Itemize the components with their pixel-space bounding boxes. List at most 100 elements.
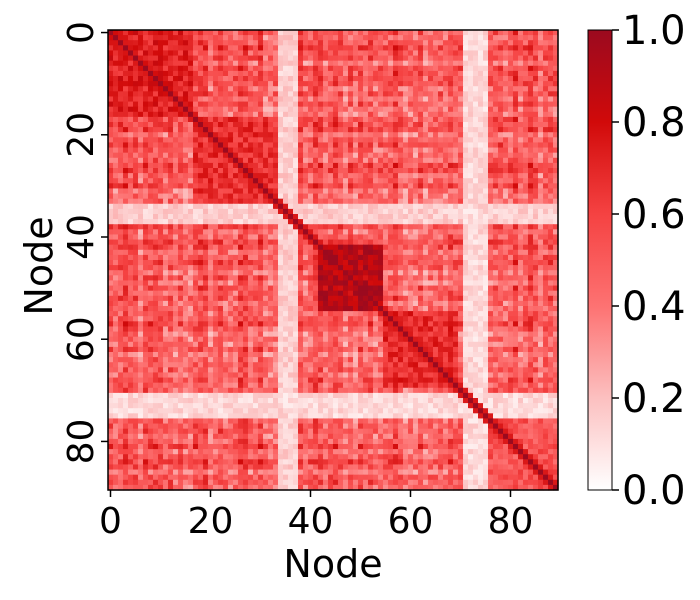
heatmap-cell bbox=[543, 35, 549, 41]
heatmap-cell bbox=[248, 40, 254, 46]
heatmap-cell bbox=[463, 244, 469, 251]
heatmap-cell bbox=[538, 224, 544, 230]
heatmap-cell bbox=[403, 91, 409, 98]
heatmap-cell bbox=[368, 65, 374, 72]
heatmap-cell bbox=[288, 280, 294, 287]
heatmap-cell bbox=[323, 188, 329, 195]
heatmap-cell bbox=[293, 168, 299, 174]
heatmap-cell bbox=[298, 168, 304, 174]
heatmap-cell bbox=[498, 35, 504, 41]
heatmap-cell bbox=[548, 162, 554, 169]
heatmap-cell bbox=[368, 265, 374, 271]
heatmap-cell bbox=[403, 219, 409, 225]
heatmap-cell bbox=[423, 45, 429, 52]
heatmap-cell bbox=[258, 111, 264, 118]
heatmap-cell bbox=[538, 65, 544, 72]
heatmap-cell bbox=[283, 147, 289, 154]
heatmap-cell bbox=[538, 106, 544, 113]
heatmap-cell bbox=[383, 193, 389, 200]
heatmap-cell bbox=[333, 106, 339, 113]
heatmap-cell bbox=[468, 270, 474, 276]
heatmap-cell bbox=[318, 116, 324, 123]
heatmap-cell bbox=[123, 147, 129, 154]
heatmap-cell bbox=[388, 239, 394, 246]
heatmap-cell bbox=[428, 178, 434, 184]
heatmap-cell bbox=[348, 193, 354, 200]
heatmap-cell bbox=[263, 244, 269, 251]
heatmap-cell bbox=[488, 193, 494, 200]
heatmap-cell bbox=[108, 65, 114, 72]
heatmap-cell bbox=[433, 106, 439, 113]
heatmap-cell bbox=[318, 132, 324, 138]
heatmap-cell bbox=[198, 290, 204, 297]
heatmap-cell bbox=[418, 147, 424, 154]
heatmap-cell bbox=[138, 198, 144, 205]
heatmap-cell bbox=[143, 96, 149, 103]
heatmap-cell bbox=[123, 122, 129, 128]
heatmap-cell bbox=[268, 101, 274, 108]
heatmap-cell bbox=[208, 203, 214, 210]
heatmap-cell bbox=[358, 219, 364, 225]
heatmap-cell bbox=[448, 239, 454, 246]
heatmap-cell bbox=[333, 35, 339, 41]
heatmap-cell bbox=[363, 40, 369, 46]
heatmap-cell bbox=[428, 40, 434, 46]
heatmap-cell bbox=[163, 60, 169, 67]
heatmap-cell bbox=[393, 132, 399, 138]
heatmap-cell bbox=[533, 45, 539, 52]
heatmap-cell bbox=[398, 101, 404, 108]
heatmap-cell bbox=[498, 188, 504, 195]
heatmap-cell bbox=[498, 127, 504, 133]
heatmap-cell bbox=[128, 275, 134, 282]
heatmap-cell bbox=[468, 132, 474, 138]
heatmap-cell bbox=[503, 270, 509, 276]
heatmap-cell bbox=[193, 60, 199, 67]
heatmap-cell bbox=[193, 30, 199, 36]
heatmap-cell bbox=[353, 70, 359, 77]
heatmap-cell bbox=[488, 60, 494, 67]
heatmap-cell bbox=[348, 35, 354, 41]
heatmap-cell bbox=[358, 30, 364, 36]
heatmap-cell bbox=[213, 76, 219, 82]
heatmap-cell bbox=[143, 142, 149, 149]
heatmap-cell bbox=[273, 55, 279, 62]
heatmap-cell bbox=[208, 290, 214, 297]
heatmap-cell bbox=[118, 70, 124, 77]
heatmap-cell bbox=[393, 55, 399, 62]
heatmap-cell bbox=[463, 76, 469, 82]
heatmap-cell bbox=[263, 208, 269, 215]
heatmap-cell bbox=[468, 142, 474, 149]
heatmap-cell bbox=[513, 127, 519, 133]
heatmap-cell bbox=[263, 198, 269, 205]
heatmap-cell bbox=[143, 219, 149, 225]
heatmap-cell bbox=[308, 168, 314, 174]
heatmap-cell bbox=[498, 132, 504, 138]
heatmap-cell bbox=[498, 45, 504, 52]
heatmap-cell bbox=[503, 295, 509, 302]
heatmap-cell bbox=[448, 96, 454, 103]
heatmap-cell bbox=[318, 40, 324, 46]
heatmap-cell bbox=[163, 254, 169, 261]
heatmap-cell bbox=[283, 152, 289, 159]
heatmap-cell bbox=[133, 81, 139, 87]
heatmap-cell bbox=[133, 270, 139, 276]
heatmap-cell bbox=[298, 147, 304, 154]
heatmap-cell bbox=[468, 306, 474, 312]
heatmap-cell bbox=[368, 208, 374, 215]
heatmap-cell bbox=[113, 275, 119, 282]
heatmap-cell bbox=[138, 203, 144, 210]
heatmap-cell bbox=[333, 234, 339, 241]
heatmap-cell bbox=[268, 35, 274, 41]
heatmap-cell bbox=[423, 81, 429, 87]
heatmap-cell bbox=[368, 306, 374, 312]
heatmap-cell bbox=[288, 275, 294, 282]
heatmap-cell bbox=[413, 162, 419, 169]
heatmap-cell bbox=[203, 249, 209, 256]
heatmap-cell bbox=[478, 249, 484, 256]
heatmap-cell bbox=[133, 30, 139, 36]
heatmap-cell bbox=[243, 157, 249, 164]
heatmap-cell bbox=[373, 188, 379, 195]
heatmap-cell bbox=[113, 30, 119, 36]
heatmap-cell bbox=[498, 81, 504, 87]
heatmap-cell bbox=[383, 188, 389, 195]
